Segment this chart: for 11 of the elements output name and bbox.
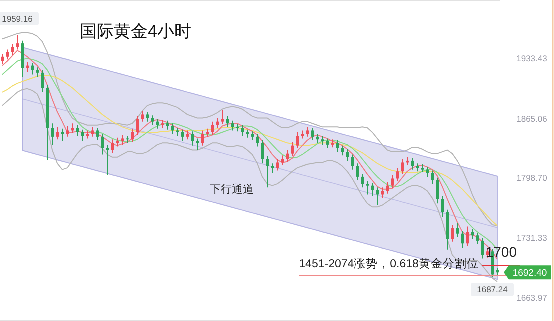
y-tick-label: 1933.43	[516, 53, 548, 64]
y-tick-label: 1663.97	[516, 292, 548, 303]
y-tick-label: 1798.70	[516, 173, 548, 184]
annotation: 1959.16	[2, 14, 34, 24]
text: 1692.40	[512, 268, 548, 280]
y-tick-label: 1865.06	[516, 114, 548, 124]
ref-line-label: 1451-2074涨势，0.618黄金分割位	[299, 256, 479, 271]
annotation: 下行通道	[210, 183, 254, 196]
annotation: 1687.24	[477, 284, 508, 295]
y-tick-label: 1731.33	[516, 233, 548, 244]
text: 国际黄金4小时	[80, 22, 192, 41]
